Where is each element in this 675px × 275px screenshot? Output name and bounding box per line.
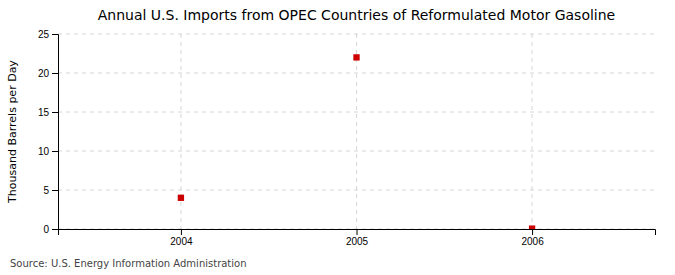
y-axis-title: Thousand Barrels per Day	[6, 60, 19, 204]
source-note: Source: U.S. Energy Information Administ…	[10, 258, 247, 269]
x-grid-line	[356, 34, 357, 229]
y-tick: 10	[38, 146, 58, 157]
x-tick-label: 2006	[521, 236, 544, 247]
y-tick: 0	[43, 224, 58, 235]
marks	[178, 54, 536, 229]
x-tick-label: 2005	[346, 236, 369, 247]
y-tick: 5	[43, 185, 58, 196]
y-tick-label: 20	[38, 68, 50, 79]
y-grid-line	[58, 112, 655, 113]
y-tick-label: 5	[43, 185, 49, 196]
y-tick-label: 15	[38, 107, 50, 118]
data-point	[529, 225, 535, 229]
y-tick-mark	[52, 34, 58, 35]
data-point	[353, 54, 359, 60]
x-tick: 2006	[521, 229, 544, 247]
y-grid-line	[58, 151, 655, 152]
y-grid-line	[58, 73, 655, 74]
x-tick-label: 2004	[170, 236, 193, 247]
x-axis-line	[59, 230, 656, 236]
y-tick-mark	[52, 151, 58, 152]
x-tick-mark	[532, 229, 533, 235]
y-tick-label: 10	[38, 146, 50, 157]
x-tick-mark	[357, 229, 358, 235]
y-tick-label: 25	[38, 29, 50, 40]
y-tick: 15	[38, 107, 58, 118]
chart-container: 2004 2005 2006 0 5 10 15 20 25 Annual U.S. Import…	[0, 0, 675, 275]
y-tick-mark	[52, 190, 58, 191]
x-grid-line	[532, 34, 533, 229]
data-point	[178, 195, 184, 201]
y-tick-mark	[52, 73, 58, 74]
y-tick-mark	[52, 229, 58, 230]
y-tick-label: 0	[43, 224, 49, 235]
x-tick-mark	[181, 229, 182, 235]
x-tick: 2005	[346, 229, 369, 247]
x-axis: 2004 2005 2006	[59, 229, 656, 247]
plot-area: 2004 2005 2006 0 5 10 15 20 25	[38, 29, 656, 247]
y-axis-line	[52, 35, 59, 230]
y-tick-mark	[52, 112, 58, 113]
chart-svg: 2004 2005 2006 0 5 10 15 20 25 Annual U.S. Import…	[0, 0, 675, 275]
grid	[58, 34, 655, 229]
chart-title: Annual U.S. Imports from OPEC Countries …	[98, 7, 616, 23]
y-axis: 0 5 10 15 20 25	[38, 29, 59, 235]
y-tick: 20	[38, 68, 58, 79]
x-tick: 2004	[170, 229, 193, 247]
y-tick: 25	[38, 29, 58, 40]
